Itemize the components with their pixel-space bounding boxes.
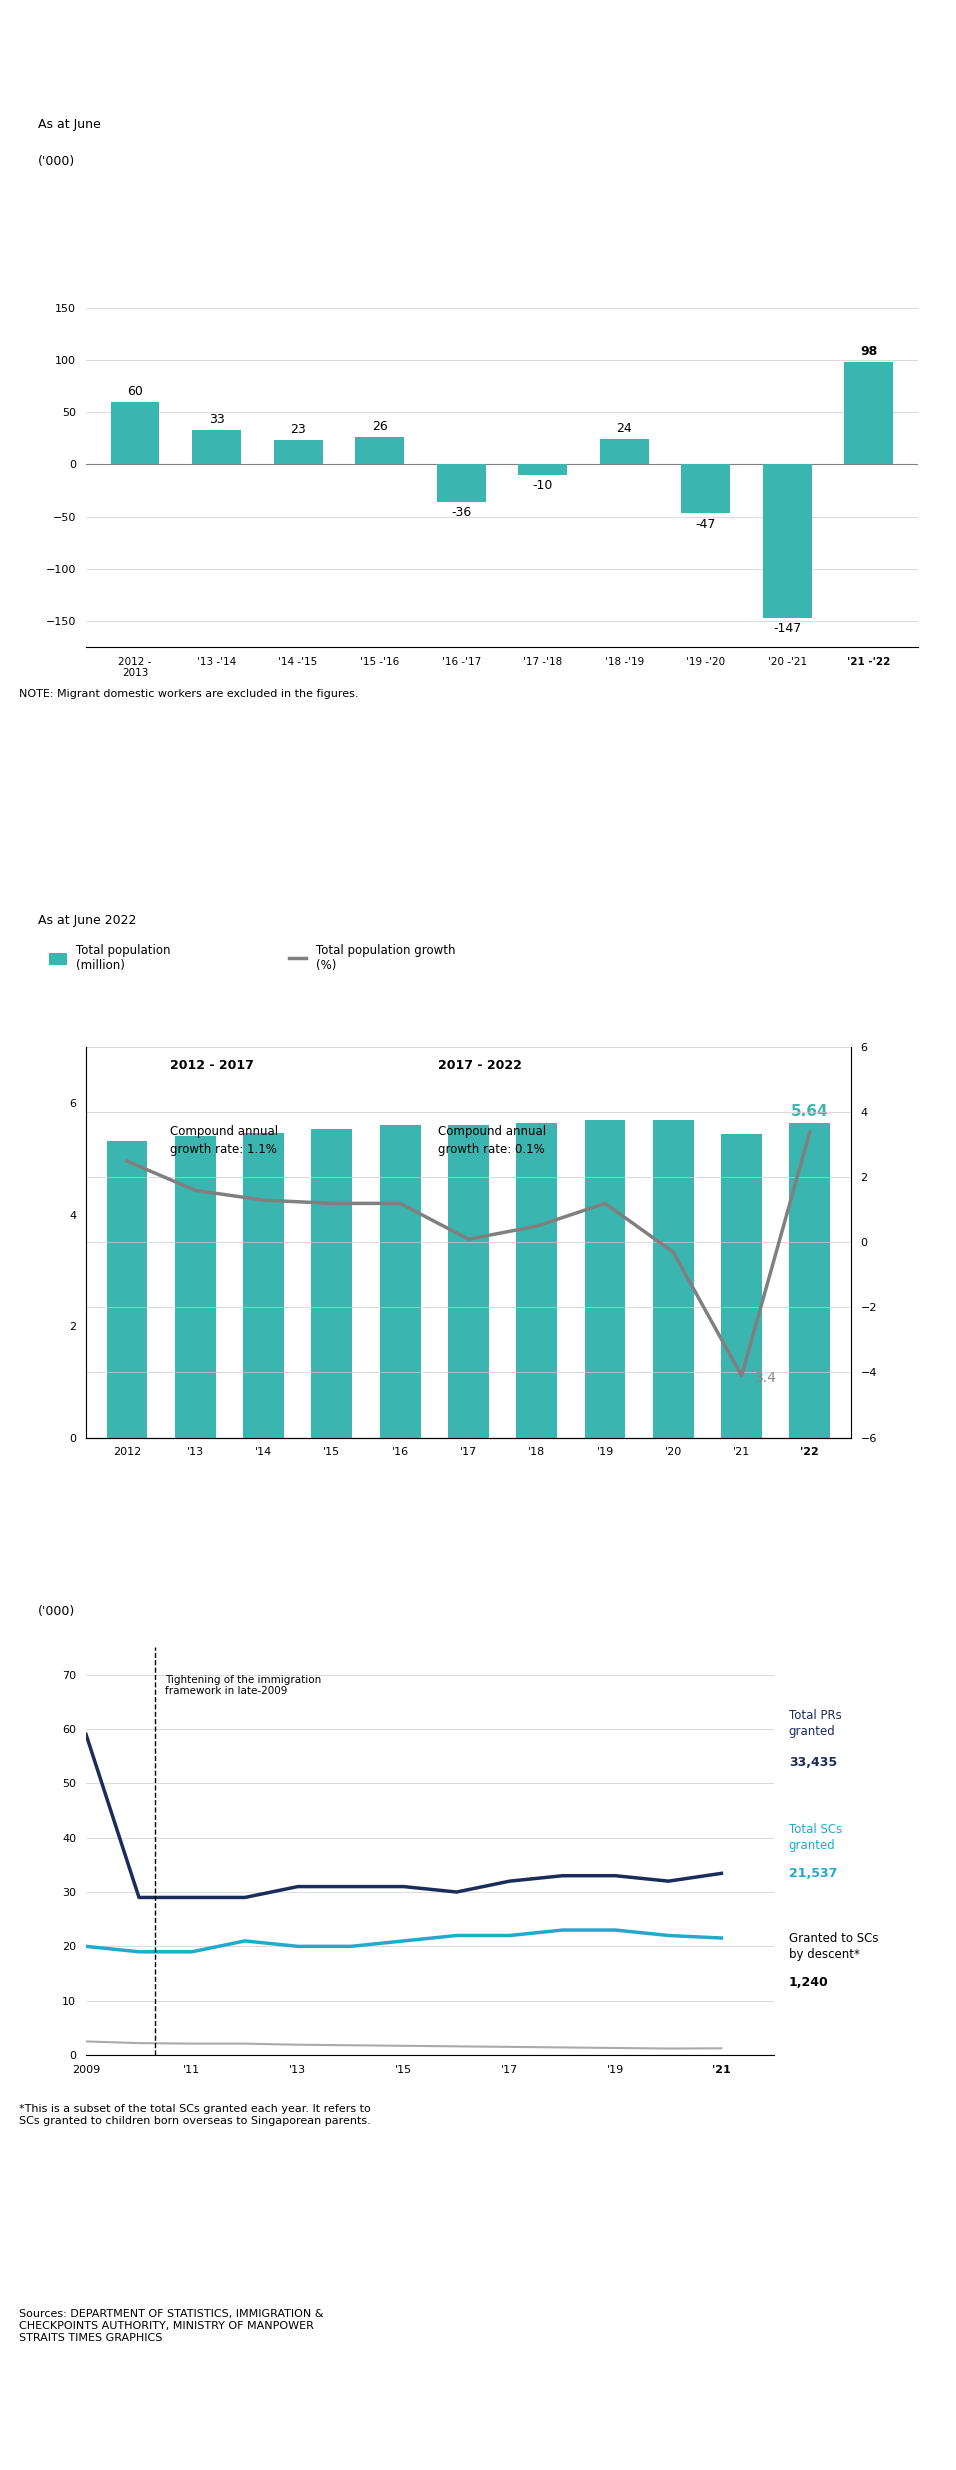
- Text: Total SCs
granted: Total SCs granted: [789, 1823, 842, 1852]
- Text: 1,240: 1,240: [789, 1976, 829, 1988]
- Bar: [192, 430, 241, 464]
- Bar: [243, 1134, 284, 1438]
- Bar: [106, 1141, 147, 1438]
- Bar: [175, 1136, 216, 1438]
- Text: -10: -10: [532, 479, 553, 492]
- Text: NOTE: Migrant domestic workers are excluded in the figures.: NOTE: Migrant domestic workers are exclu…: [19, 689, 358, 699]
- Bar: [763, 464, 812, 618]
- Text: ('000): ('000): [38, 156, 76, 168]
- Bar: [111, 403, 160, 464]
- Text: -36: -36: [451, 506, 471, 519]
- Text: Granted to SCs
by descent*: Granted to SCs by descent*: [789, 1932, 879, 1961]
- Bar: [273, 440, 322, 464]
- Text: Compound annual
growth rate: 1.1%: Compound annual growth rate: 1.1%: [170, 1126, 278, 1156]
- Bar: [516, 1124, 557, 1438]
- Text: 5.64: 5.64: [791, 1104, 829, 1119]
- Text: -147: -147: [773, 622, 801, 635]
- Bar: [518, 464, 567, 474]
- Text: Compound annual
growth rate: 0.1%: Compound annual growth rate: 0.1%: [438, 1126, 546, 1156]
- Bar: [682, 464, 730, 514]
- Text: 23: 23: [291, 422, 306, 437]
- Text: 26: 26: [372, 420, 387, 432]
- Bar: [599, 440, 649, 464]
- Text: As at June 2022: As at June 2022: [38, 914, 137, 926]
- Text: TOTAL POPULATION GROWTH RATE PER YEAR: TOTAL POPULATION GROWTH RATE PER YEAR: [19, 820, 477, 840]
- Text: ('000): ('000): [38, 1606, 76, 1618]
- Text: 2017 - 2022: 2017 - 2022: [438, 1060, 522, 1072]
- Text: -47: -47: [696, 519, 716, 531]
- Text: NUMBER OF SCs AND PRs GRANTED: NUMBER OF SCs AND PRs GRANTED: [19, 1514, 380, 1534]
- Bar: [448, 1124, 489, 1438]
- Text: 98: 98: [860, 346, 878, 358]
- Bar: [312, 1129, 353, 1438]
- Text: 3.4: 3.4: [754, 1371, 776, 1386]
- Text: FOREIGN EMPLOYMENT GROWTH: FOREIGN EMPLOYMENT GROWTH: [19, 203, 352, 222]
- Bar: [844, 363, 893, 464]
- Bar: [437, 464, 486, 501]
- Text: 24: 24: [617, 422, 632, 435]
- Text: 60: 60: [127, 385, 142, 398]
- Bar: [653, 1121, 694, 1438]
- Text: 33,435: 33,435: [789, 1756, 836, 1769]
- Bar: [380, 1124, 421, 1438]
- Text: 33: 33: [208, 412, 225, 425]
- Bar: [584, 1119, 625, 1438]
- Text: 2012 - 2017: 2012 - 2017: [170, 1060, 254, 1072]
- Text: *This is a subset of the total SCs granted each year. It refers to
SCs granted t: *This is a subset of the total SCs grant…: [19, 2104, 371, 2127]
- Text: 21,537: 21,537: [789, 1867, 837, 1880]
- Legend: Total population
(million), Total population growth
(%): Total population (million), Total popula…: [44, 939, 460, 978]
- Text: Sources: DEPARTMENT OF STATISTICS, IMMIGRATION &
CHECKPOINTS AUTHORITY, MINISTRY: Sources: DEPARTMENT OF STATISTICS, IMMIG…: [19, 2309, 324, 2342]
- Bar: [721, 1134, 762, 1438]
- Text: As at June: As at June: [38, 119, 101, 131]
- Text: Total PRs
granted: Total PRs granted: [789, 1709, 841, 1739]
- Bar: [355, 437, 404, 464]
- Bar: [790, 1124, 831, 1438]
- Text: Tightening of the immigration
framework in late-2009: Tightening of the immigration framework …: [165, 1675, 322, 1697]
